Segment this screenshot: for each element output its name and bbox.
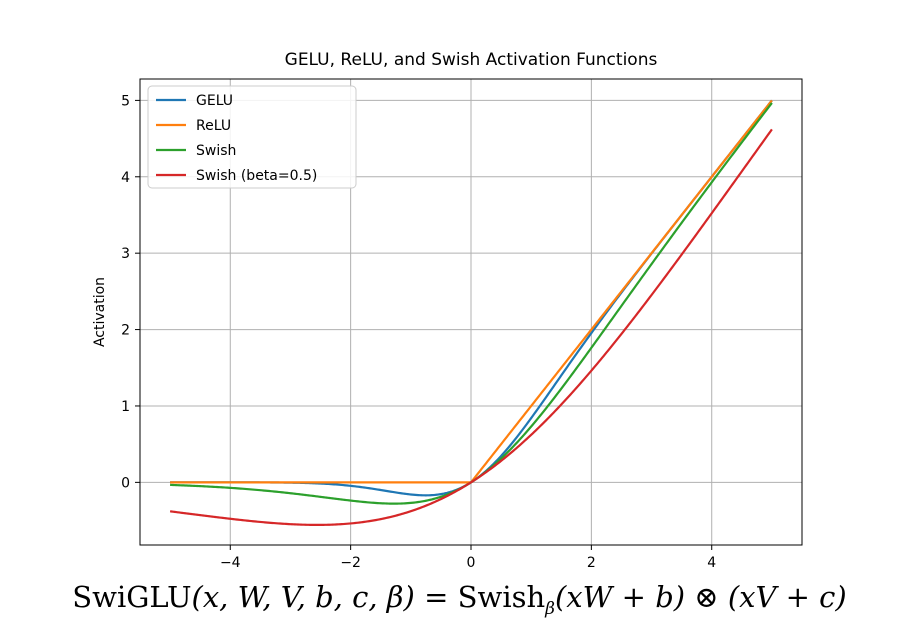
y-tick-label: 5 [121, 93, 130, 109]
legend-label: Swish [196, 143, 236, 159]
legend-label: Swish (beta=0.5) [196, 168, 317, 184]
y-axis-label: Activation [92, 277, 108, 347]
swiglu-formula: SwiGLU(x, W, V, b, c, β) = Swishβ(xW + b… [0, 580, 919, 619]
chart: GELU, ReLU, and Swish Activation Functio… [92, 50, 803, 571]
chart-title: GELU, ReLU, and Swish Activation Functio… [285, 50, 658, 70]
x-tick-label: 2 [587, 555, 596, 571]
x-tick-label: 0 [467, 555, 476, 571]
legend: GELU ReLU Swish Swish (beta=0.5) [147, 85, 357, 189]
legend-label: ReLU [196, 118, 231, 134]
series-line-swish-beta-0-5 [169, 128, 773, 526]
formula-term2: (xV + c) [727, 580, 847, 614]
formula-lhs: SwiGLU [72, 580, 192, 614]
x-tick-label: 4 [707, 555, 716, 571]
formula-term1: (xW + b) [554, 580, 686, 614]
formula-op: ⊗ [685, 580, 728, 614]
data-lines [169, 99, 773, 526]
formula-sub: β [545, 598, 555, 619]
legend-box [147, 85, 357, 189]
y-tick-label: 0 [121, 475, 130, 491]
formula-args: (x, W, V, b, c, β) [191, 580, 415, 614]
y-axis-ticks: 0 1 2 3 4 5 [121, 93, 140, 491]
formula-equals: = [414, 580, 458, 614]
x-axis-ticks: −4 −2 0 2 4 [220, 545, 716, 571]
y-tick-label: 3 [121, 246, 130, 262]
y-tick-label: 1 [121, 399, 130, 415]
y-tick-label: 2 [121, 323, 130, 339]
legend-label: GELU [196, 93, 233, 109]
x-tick-label: −2 [340, 555, 361, 571]
y-tick-label: 4 [121, 170, 130, 186]
formula-fn: Swish [457, 580, 546, 614]
x-tick-label: −4 [220, 555, 241, 571]
